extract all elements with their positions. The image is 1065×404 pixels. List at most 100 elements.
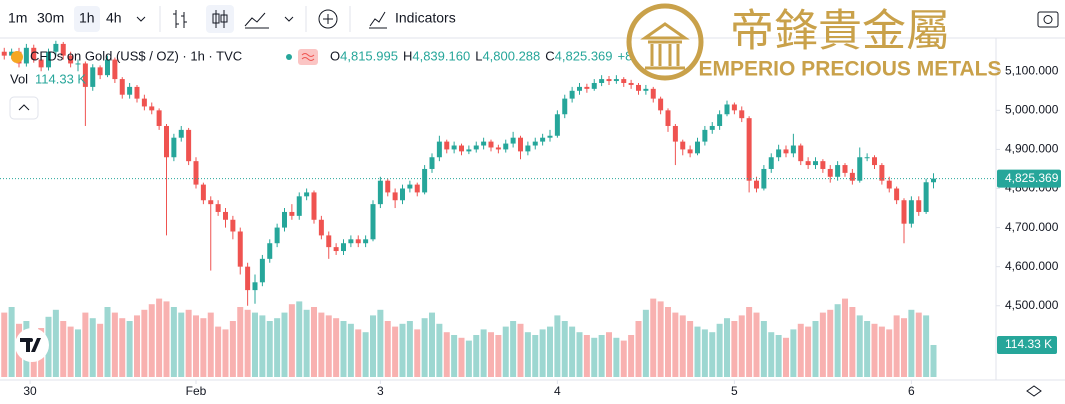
volume-bar bbox=[141, 309, 148, 377]
volume-bar bbox=[303, 309, 310, 377]
candle-body bbox=[554, 114, 560, 136]
interval-menu[interactable] bbox=[136, 16, 146, 22]
volume-bar bbox=[1, 312, 8, 377]
candle-body bbox=[754, 180, 759, 189]
candle-body bbox=[827, 168, 833, 177]
candle-body bbox=[495, 147, 501, 150]
candle-body bbox=[621, 79, 627, 83]
candle-body bbox=[407, 184, 413, 189]
chart-type-menu[interactable] bbox=[284, 16, 294, 22]
candle-body bbox=[466, 149, 472, 152]
volume-bar bbox=[738, 315, 745, 377]
candle-body bbox=[886, 180, 892, 189]
candle-body bbox=[481, 141, 487, 146]
volume-bar bbox=[52, 309, 59, 377]
candle-body bbox=[599, 79, 605, 83]
candle-body bbox=[385, 180, 391, 193]
candle-body bbox=[215, 204, 221, 212]
volume-bar bbox=[812, 321, 819, 377]
candle-body bbox=[127, 86, 133, 95]
volume-legend-name: Vol bbox=[10, 71, 28, 86]
candle-body bbox=[901, 200, 907, 224]
candle-body bbox=[923, 182, 929, 212]
ohlc-value: 4,839.160 bbox=[412, 48, 470, 63]
volume-bar bbox=[805, 326, 812, 377]
volume-bar bbox=[399, 323, 406, 377]
interval-button[interactable]: 30m bbox=[37, 10, 64, 26]
candle-body bbox=[768, 157, 774, 169]
session-badge bbox=[298, 49, 318, 65]
candle-body bbox=[105, 59, 110, 76]
logo-pillars bbox=[640, 22, 690, 70]
candle-body bbox=[97, 67, 103, 76]
volume-bar bbox=[296, 301, 303, 377]
candle-body bbox=[363, 239, 369, 244]
candle-body bbox=[414, 184, 420, 193]
volume-bar bbox=[878, 326, 885, 377]
symbol-icon bbox=[11, 51, 23, 63]
volume-bar bbox=[679, 315, 686, 377]
candle-body bbox=[311, 192, 317, 220]
snapshot-icon[interactable] bbox=[1037, 11, 1059, 28]
candle-body bbox=[709, 125, 715, 130]
candle-body bbox=[237, 231, 243, 267]
volume-bar bbox=[598, 335, 605, 377]
candle-body bbox=[916, 200, 922, 212]
y-tick-label: 5,000.000 bbox=[1005, 103, 1059, 117]
collapse-legend-button[interactable] bbox=[9, 96, 39, 120]
area-icon[interactable] bbox=[244, 12, 269, 29]
candle-body bbox=[540, 137, 546, 142]
volume-bar bbox=[148, 304, 155, 377]
volume-bar bbox=[561, 321, 568, 377]
volume-bar bbox=[768, 332, 775, 377]
volume-bar bbox=[488, 332, 494, 377]
candle-body bbox=[31, 47, 37, 60]
volume-bar bbox=[510, 321, 517, 377]
volume-bar bbox=[111, 312, 118, 377]
settings-icon[interactable] bbox=[1026, 385, 1042, 397]
symbol-name[interactable]: CFDs on Gold (US$ / OZ) · 1h · TVC bbox=[30, 48, 242, 63]
bars-icon[interactable] bbox=[173, 10, 187, 28]
volume-bar bbox=[915, 312, 922, 377]
candle-body bbox=[879, 165, 885, 181]
volume-bar bbox=[724, 318, 730, 377]
interval-button[interactable]: 4h bbox=[106, 10, 122, 26]
snapshot-lens bbox=[1043, 15, 1053, 24]
candle-body bbox=[436, 141, 442, 158]
candle-body bbox=[717, 114, 723, 126]
volume-bar bbox=[414, 329, 421, 377]
ohlc-value: 4,800.288 bbox=[482, 48, 540, 63]
candles-icon[interactable] bbox=[212, 10, 228, 28]
compare-plus bbox=[323, 14, 333, 24]
volume-bar bbox=[170, 307, 177, 377]
candle-body bbox=[429, 157, 435, 169]
candle-body bbox=[805, 161, 811, 166]
candle-body bbox=[636, 84, 641, 91]
compare-icon[interactable] bbox=[318, 9, 338, 29]
plot-area bbox=[0, 40, 996, 377]
candle-body bbox=[591, 82, 597, 89]
volume-bar bbox=[288, 304, 295, 377]
volume-bar bbox=[775, 335, 782, 377]
candle-body bbox=[326, 235, 332, 248]
x-tick-label: 3 bbox=[377, 384, 384, 398]
candle-body bbox=[864, 157, 870, 159]
volume-bar bbox=[406, 321, 413, 377]
x-tick-label: 30 bbox=[23, 384, 37, 398]
candle-body bbox=[282, 211, 287, 228]
volume-bar bbox=[163, 301, 170, 377]
candle-body bbox=[872, 157, 877, 166]
candle-body bbox=[392, 192, 398, 201]
volume-bar bbox=[672, 312, 679, 377]
y-tick-label: 4,600.000 bbox=[1005, 259, 1059, 273]
indicators-button[interactable]: Indicators bbox=[395, 10, 456, 26]
candle-body bbox=[798, 145, 804, 162]
candle-body bbox=[186, 129, 192, 162]
volume-bar bbox=[156, 298, 163, 377]
interval-button[interactable]: 1m bbox=[8, 10, 27, 26]
volume-bar bbox=[185, 309, 192, 377]
interval-button[interactable]: 1h bbox=[79, 10, 95, 26]
indicators-icon[interactable] bbox=[369, 11, 387, 29]
